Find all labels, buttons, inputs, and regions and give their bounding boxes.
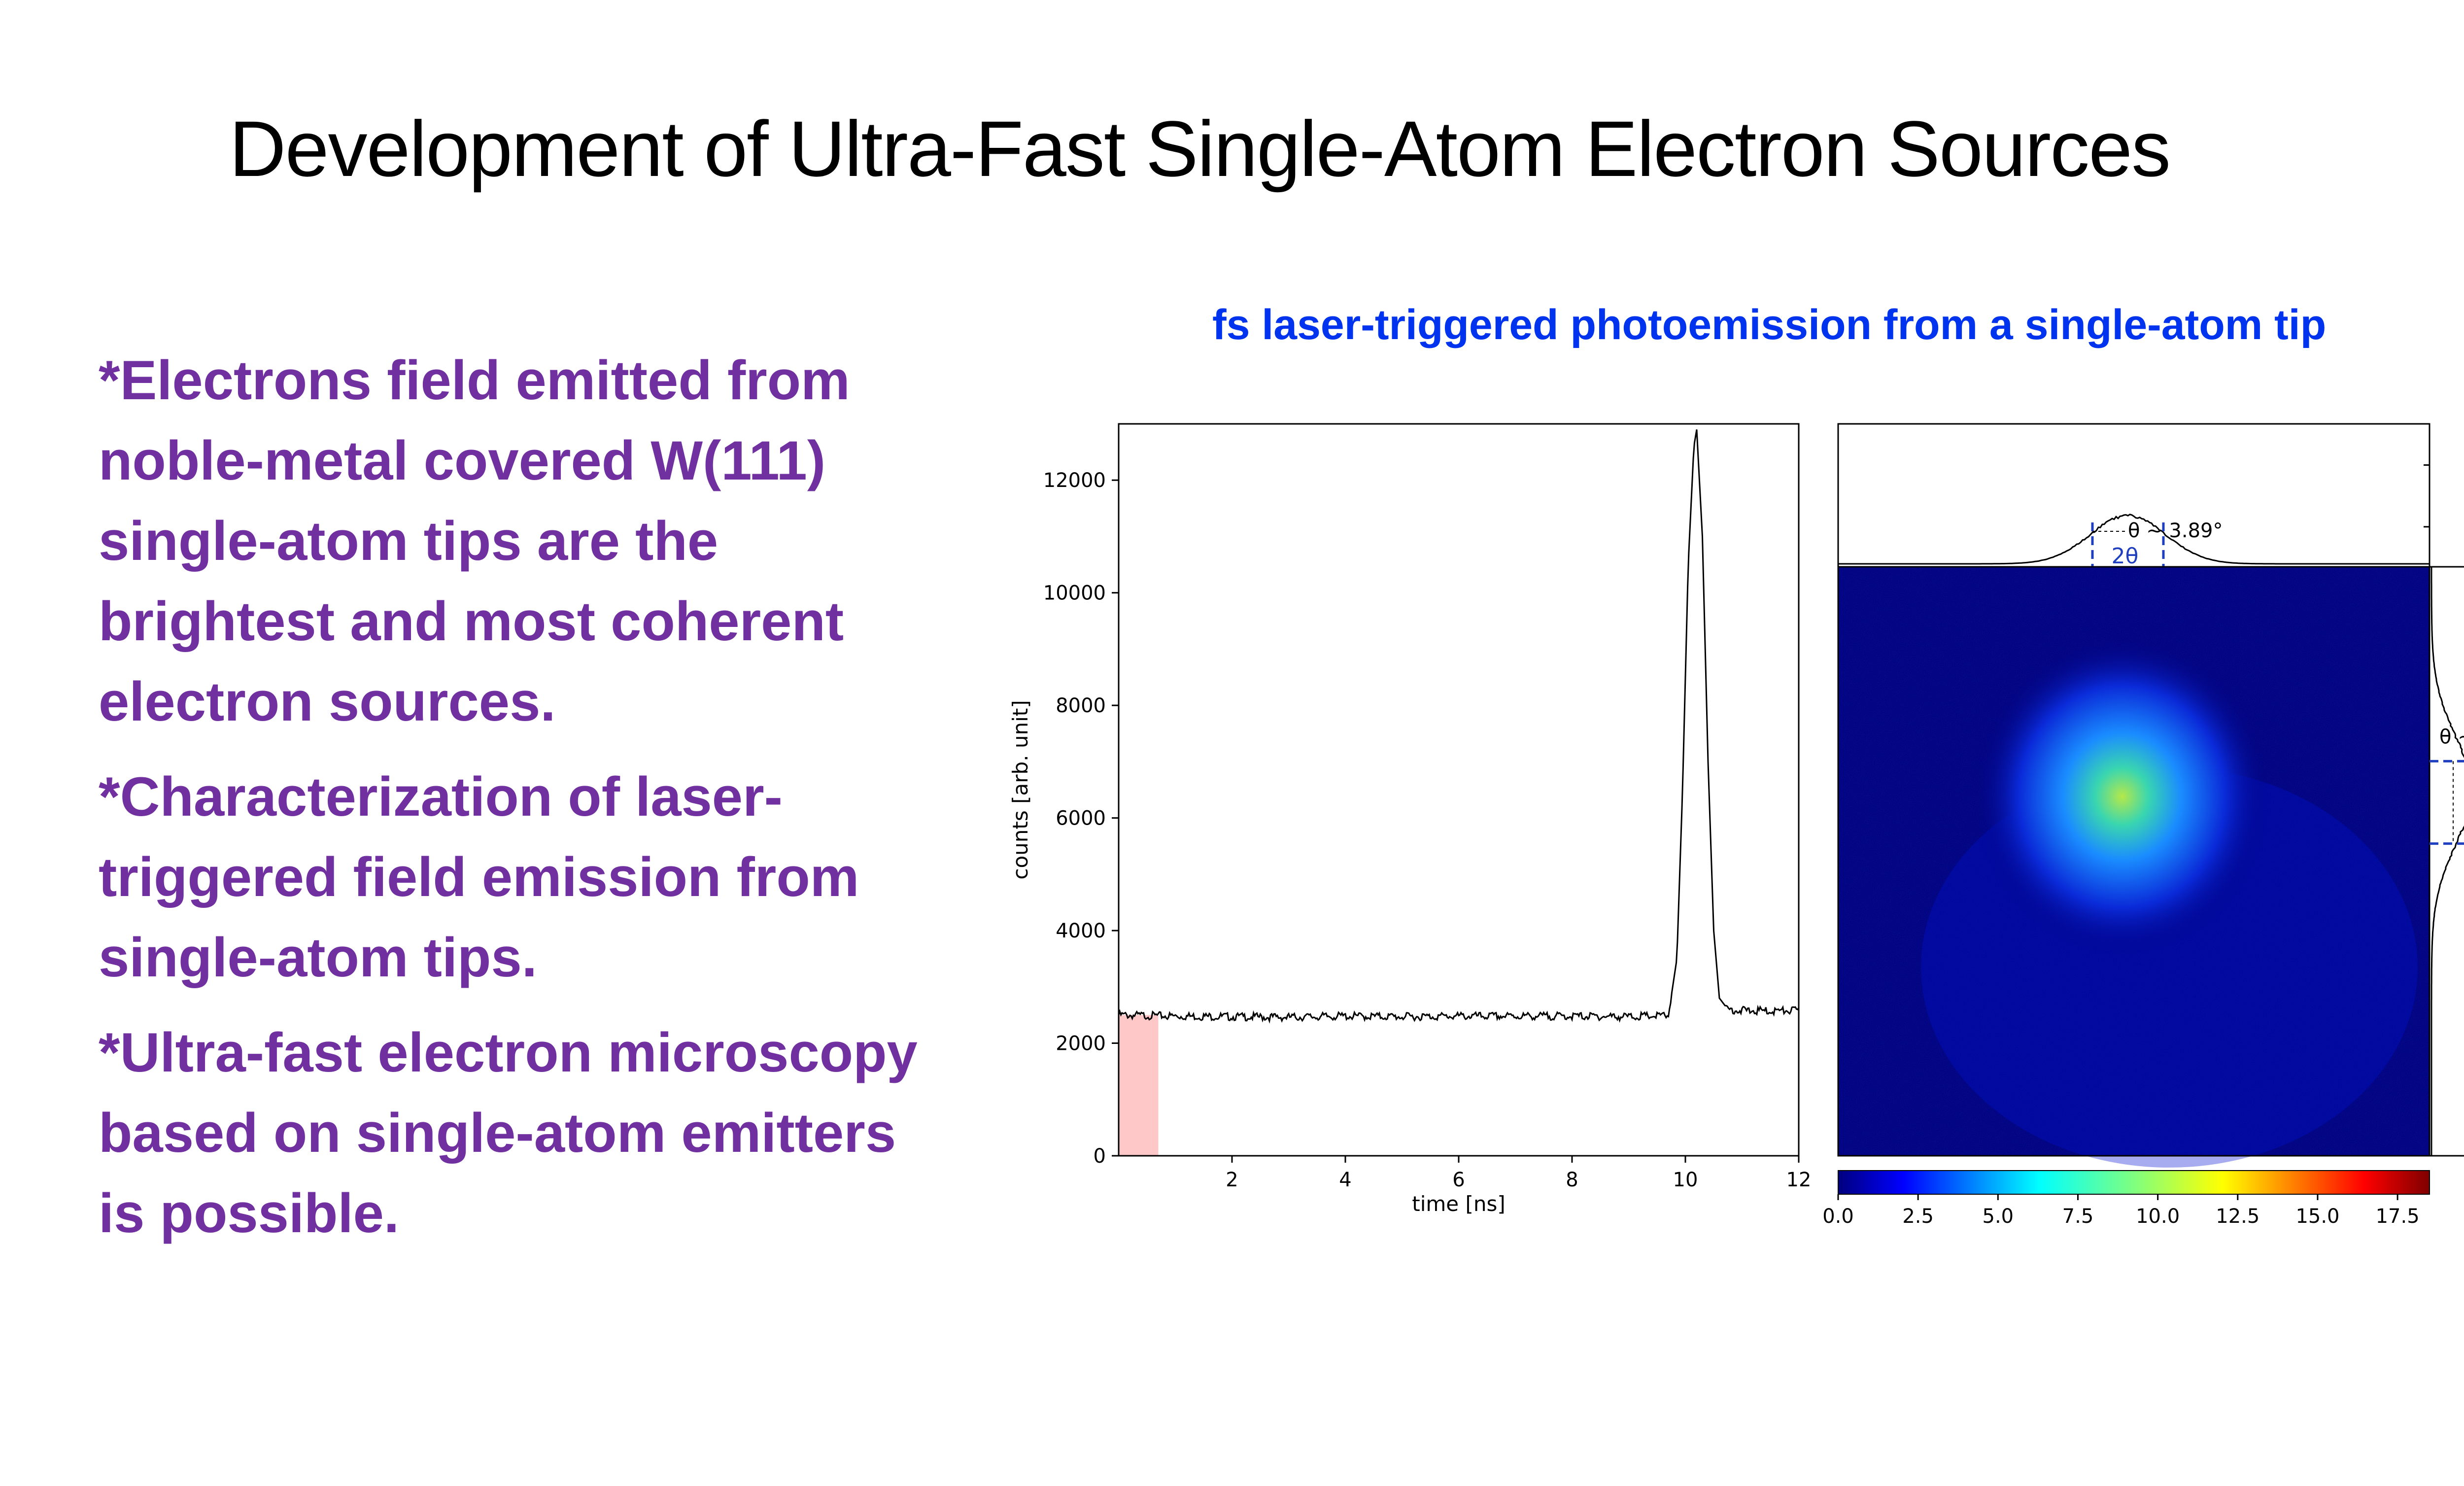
colorbar-tick-label: 10.0 [2136,1205,2180,1228]
bullet-item: *Ultra-fast electron microscopy based on… [99,1022,918,1244]
time-trace-chart: 2 4 6 8 10 12 0 2000 4000 6000 8000 10000 12000 time … [1008,423,1812,1216]
top-profile-curve [1838,514,2430,565]
emission-spot [1974,637,2270,956]
y-tick-label: 4000 [1056,920,1106,942]
colorbar [1838,1170,2430,1195]
width-marker-label: 2θ [2112,544,2139,569]
trace-line [1118,429,1800,1024]
y-tick-label: 2000 [1056,1033,1106,1055]
colorbar-tick-label: 0.0 [1822,1205,1854,1228]
emission-image-frame [1837,566,2430,1157]
x-tick-label: 2 [1226,1169,1238,1191]
y-tick-label: 8000 [1056,694,1106,717]
colorbar-tick-label: 5.0 [1983,1205,2014,1228]
x-tick-label: 10 [1673,1169,1698,1191]
slide-title: Development of Ultra-Fast Single-Atom El… [229,104,2171,193]
side-profile-curve [2430,567,2464,1156]
y-axis-label: counts [arb. unit] [1008,700,1032,879]
side-profile-frame [2430,566,2464,1157]
figure-title: fs laser-triggered photoemission from a … [1212,301,2327,348]
colorbar-tick-label: 2.5 [1902,1205,1934,1228]
bullet-item: *Electrons field emitted from noble-meta… [99,349,850,732]
x-axis-label: time [ns] [1412,1192,1506,1216]
y-tick-label: 10000 [1043,582,1106,605]
colorbar-tick-label: 12.5 [2216,1205,2259,1228]
y-tick-label: 0 [1094,1145,1106,1168]
axes-frame [1118,423,1800,1157]
x-tick-label: 12 [1786,1169,1812,1191]
colorbar-tick-label: 15.0 [2295,1205,2339,1228]
shaded-region [1119,1015,1159,1156]
x-tick-label: 6 [1452,1169,1465,1191]
colorbar-tick-label: 7.5 [2062,1205,2094,1228]
top-profile-label: θ ~ 3.89° [2128,519,2223,542]
top-profile-frame [1837,423,2430,567]
y-tick-label: 12000 [1043,469,1106,492]
colorbar-tick-label: 17.5 [2376,1205,2420,1228]
emission-pattern-chart: θ ~ 3.89°2θ θ ~ 3.99° 0.0 2.5 5.0 7.5 10.0 12.5… [1822,423,2464,1228]
x-tick-label: 4 [1339,1169,1351,1191]
x-tick-label: 8 [1566,1169,1578,1191]
y-tick-label: 6000 [1056,807,1106,830]
figure-panel: 2 4 6 8 10 12 0 2000 4000 6000 8000 10000 12000 time … [1008,423,2464,1228]
side-profile-label: θ ~ 3.99° [2439,726,2464,749]
bullet-item: *Characterization of laser-triggered fie… [99,766,859,988]
bullet-list: *Electrons field emitted from noble-meta… [99,340,946,1268]
